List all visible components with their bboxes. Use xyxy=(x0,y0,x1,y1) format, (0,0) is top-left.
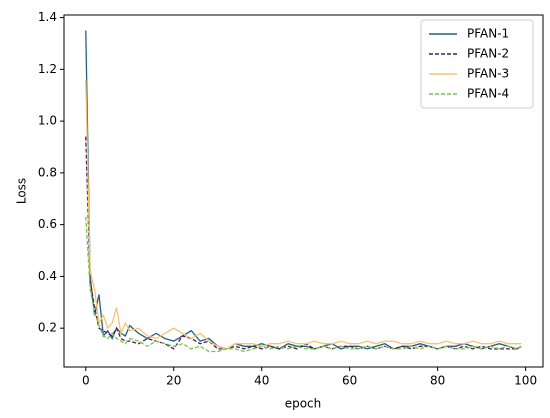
line-series xyxy=(85,79,522,350)
y-tick-label: 0.2 xyxy=(38,321,57,335)
legend-label: PFAN-3 xyxy=(467,67,509,81)
y-tick-label: 1.2 xyxy=(38,62,57,76)
legend-label: PFAN-4 xyxy=(467,87,509,101)
y-axis-label: Loss xyxy=(15,178,29,204)
legend-label: PFAN-1 xyxy=(467,27,509,41)
y-tick-label: 1.0 xyxy=(38,114,57,128)
x-tick-label: 0 xyxy=(82,374,90,388)
x-tick-label: 20 xyxy=(166,374,181,388)
x-tick-label: 80 xyxy=(430,374,445,388)
line-series xyxy=(85,136,522,350)
x-axis-label: epoch xyxy=(285,397,322,411)
legend-box xyxy=(420,19,534,109)
plot-frame xyxy=(63,14,544,368)
x-tick-label: 100 xyxy=(514,374,537,388)
y-tick-label: 0.4 xyxy=(38,269,57,283)
line-series xyxy=(85,216,522,353)
x-tick-label: 60 xyxy=(342,374,357,388)
x-tick-label: 40 xyxy=(254,374,269,388)
y-tick-label: 0.8 xyxy=(38,165,57,179)
y-tick-label: 0.6 xyxy=(38,217,57,231)
y-tick-label: 1.4 xyxy=(38,10,57,24)
legend-label: PFAN-2 xyxy=(467,47,509,61)
